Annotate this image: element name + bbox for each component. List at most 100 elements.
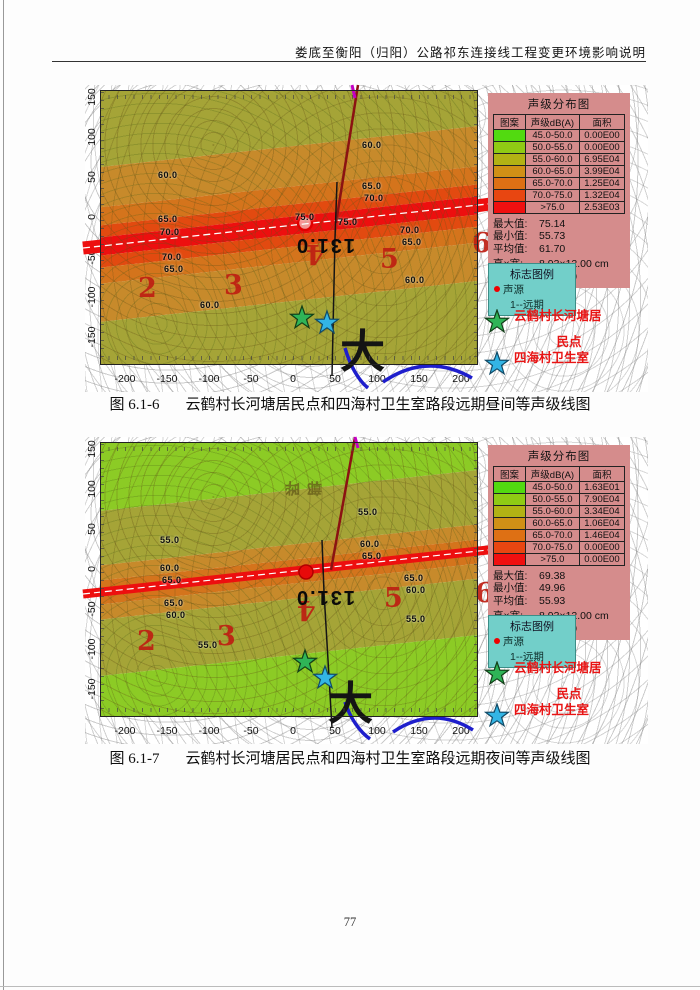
x-tick-label: 100 xyxy=(368,373,386,385)
stake-number: 2 xyxy=(138,273,157,304)
green-star-marker xyxy=(289,305,315,329)
y-tick-label: 100 xyxy=(86,480,98,498)
blue-star-icon xyxy=(484,703,510,726)
contour-label: 70.0 xyxy=(160,227,180,237)
level-area: 0.00E00 xyxy=(578,541,626,554)
stat-value: 69.38 xyxy=(539,570,566,582)
green-star-icon xyxy=(484,661,510,685)
road-centerline xyxy=(82,202,498,249)
river-arc xyxy=(392,716,474,734)
stat-value: 49.96 xyxy=(539,582,566,595)
stat-label: 平均值: xyxy=(493,594,528,607)
y-tick-label: 100 xyxy=(86,128,98,146)
village-label-line2: 民点 xyxy=(556,335,582,349)
noise-source-label: 声源 xyxy=(503,284,524,296)
clinic-label: 四海村卫生室 xyxy=(514,350,590,365)
header-rule xyxy=(52,61,646,62)
level-range: 50.0-55.0 xyxy=(525,493,580,506)
level-range: 70.0-75.0 xyxy=(525,541,580,554)
y-tick-label: -100 xyxy=(86,638,98,660)
figure-number: 图 6.1-7 xyxy=(109,751,160,767)
map-overlay xyxy=(82,84,498,390)
color-swatch xyxy=(493,189,526,202)
legend-title: 声级分布图 xyxy=(527,451,591,463)
color-swatch xyxy=(493,201,526,214)
river-arc xyxy=(382,364,473,384)
stake-number: 5 xyxy=(384,583,403,614)
phase-label: 1--远期 xyxy=(510,299,544,311)
y-tick-label: -150 xyxy=(86,678,98,700)
legend-row: 70.0-75.0 1.32E04 xyxy=(493,189,626,202)
level-range: 45.0-50.0 xyxy=(525,129,580,142)
y-tick-label: 50 xyxy=(86,523,98,535)
stat-label: 最大值: xyxy=(493,570,528,582)
noise-source-circle xyxy=(298,564,314,580)
x-tick-label: -100 xyxy=(198,725,220,737)
x-tick-label: 0 xyxy=(290,725,296,737)
village-label-line2: 民点 xyxy=(556,687,582,701)
contour-label: 60.0 xyxy=(362,140,382,150)
marker-legend-title: 标志图例 xyxy=(510,621,554,633)
branch-road-line xyxy=(334,84,360,224)
village-label-line1: 云鹤村长河塘居 xyxy=(514,661,602,675)
y-tick-label: 0 xyxy=(86,566,98,572)
color-swatch xyxy=(493,529,526,542)
stake-number: 3 xyxy=(224,270,243,301)
x-tick-label: 200 xyxy=(452,373,470,385)
basemap-character: 大 xyxy=(340,327,386,377)
level-range: 65.0-70.0 xyxy=(525,529,580,542)
color-swatch xyxy=(493,177,526,190)
legend-row: 50.0-55.0 0.00E00 xyxy=(493,141,626,154)
legend-row: 65.0-70.0 1.25E04 xyxy=(493,177,626,190)
level-range: 60.0-65.0 xyxy=(525,165,580,178)
contour-label: 60.0 xyxy=(405,275,425,285)
level-area: 6.95E04 xyxy=(578,153,626,166)
color-swatch xyxy=(493,153,526,166)
road-chainage-label: 131.0 xyxy=(294,234,356,256)
color-swatch xyxy=(493,129,526,142)
level-area: 1.06E04 xyxy=(578,517,626,530)
legend-col-pattern: 图案 xyxy=(493,114,526,130)
stat-value: 61.70 xyxy=(539,242,566,255)
legend-row: 70.0-75.0 0.00E00 xyxy=(493,541,626,554)
level-range: >75.0 xyxy=(525,553,580,566)
contour-label: 60.0 xyxy=(200,300,220,310)
x-tick-label: 200 xyxy=(452,725,470,737)
level-area: 1.32E04 xyxy=(578,189,626,202)
color-swatch xyxy=(493,517,526,530)
contour-label: 65.0 xyxy=(164,598,184,608)
page-number: 77 xyxy=(343,915,357,929)
x-tick-label: -100 xyxy=(198,373,220,385)
marker-legend-box: 标志图例 声源 1--远期 xyxy=(488,263,576,316)
legend-col-area: 面积 xyxy=(578,466,626,482)
page-edge-line-bottom xyxy=(0,986,700,987)
noise-source-circle xyxy=(296,214,314,232)
marker-legend-title: 标志图例 xyxy=(510,269,554,281)
noise-legend-panel: 声级分布图 图案 声级dB(A) 面积 45.0-50.0 0.00E00 50.… xyxy=(488,93,630,288)
x-tick-label: 100 xyxy=(368,725,386,737)
star-legend: 云鹤村长河塘居 民点 四海村卫生室 xyxy=(484,309,646,377)
noise-legend-table: 图案 声级dB(A) 面积 45.0-50.0 0.00E00 50.0-55.0… xyxy=(493,114,626,214)
color-swatch xyxy=(493,505,526,518)
level-area: 3.34E04 xyxy=(578,505,626,518)
contour-label: 60.0 xyxy=(158,170,178,180)
stake-number: 3 xyxy=(217,621,236,652)
noise-source-label: 声源 xyxy=(503,636,524,648)
river-line xyxy=(343,347,370,390)
village-label-line1: 云鹤村长河塘居 xyxy=(514,309,602,323)
y-tick-label: -100 xyxy=(86,286,98,308)
contour-label: 65.0 xyxy=(404,573,424,583)
noise-map-nighttime: 55.0 55.0 60.0 60.0 65.0 65.0 65.0 65.0 … xyxy=(82,436,498,741)
x-tick-label: 0 xyxy=(290,373,296,385)
color-swatch xyxy=(493,481,526,494)
level-area: 3.99E04 xyxy=(578,165,626,178)
level-range: 50.0-55.0 xyxy=(525,141,580,154)
level-area: 1.46E04 xyxy=(578,529,626,542)
legend-title: 声级分布图 xyxy=(527,99,591,111)
stat-value: 75.14 xyxy=(539,218,566,230)
y-tick-label: 150 xyxy=(86,88,98,106)
level-range: 65.0-70.0 xyxy=(525,177,580,190)
phase-label: 1--远期 xyxy=(510,651,544,663)
level-range: 70.0-75.0 xyxy=(525,189,580,202)
y-tick-label: 50 xyxy=(86,171,98,183)
